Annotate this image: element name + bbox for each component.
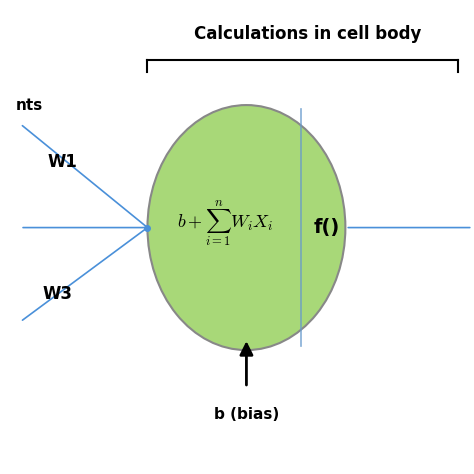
- Text: Calculations in cell body: Calculations in cell body: [194, 26, 421, 44]
- Text: nts: nts: [16, 98, 43, 112]
- Ellipse shape: [147, 105, 346, 350]
- Text: W1: W1: [48, 153, 78, 171]
- Text: b (bias): b (bias): [214, 407, 279, 422]
- Text: W3: W3: [43, 284, 73, 302]
- Text: f(): f(): [313, 218, 340, 237]
- Text: $b + \sum_{i=1}^{n} W_i X_i$: $b + \sum_{i=1}^{n} W_i X_i$: [177, 198, 273, 247]
